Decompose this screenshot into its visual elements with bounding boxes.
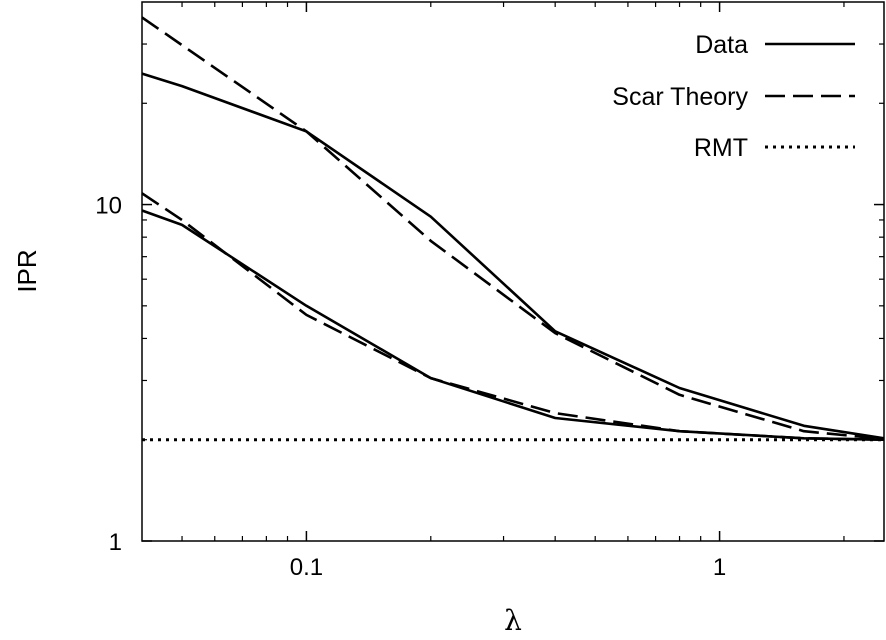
legend-label: Data [695, 31, 748, 59]
legend-label: RMT [694, 134, 748, 162]
series-line-dashed-3 [141, 192, 885, 441]
x-tick-label: 1 [713, 554, 726, 581]
x-axis-label: λ [504, 604, 522, 637]
series-line-solid-1 [141, 209, 885, 441]
series-line-solid-0 [141, 72, 885, 440]
legend-label: Scar Theory [612, 83, 748, 111]
y-tick-label: 10 [95, 193, 122, 220]
series-line-dashed-2 [141, 16, 885, 441]
y-axis-label: IPR [12, 249, 42, 292]
plot-frame [141, 1, 885, 542]
y-tick-label: 1 [109, 529, 122, 556]
x-tick-label: 0.1 [290, 554, 323, 581]
